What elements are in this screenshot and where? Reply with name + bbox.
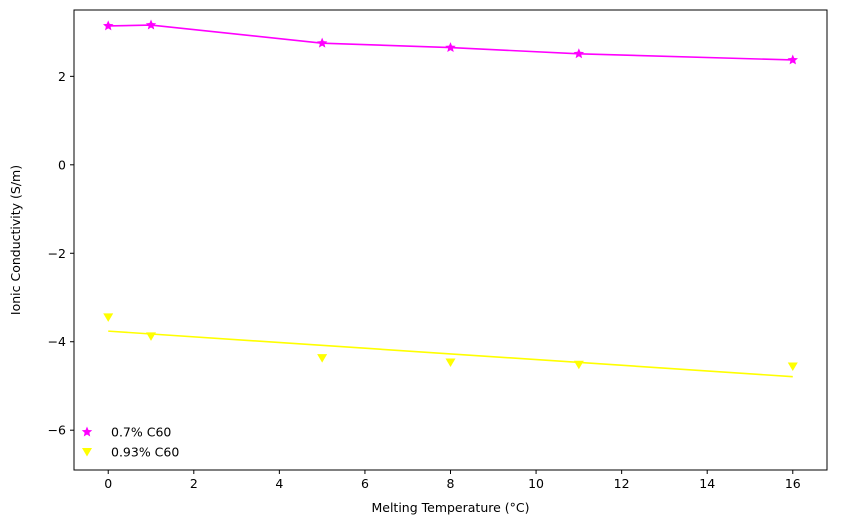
x-tick-label: 14	[699, 476, 715, 491]
x-tick-label: 16	[785, 476, 801, 491]
data-point-series-1-4	[573, 48, 585, 59]
data-point-series-1-1	[145, 19, 157, 30]
legend-label-2: 0.93% C60	[111, 445, 179, 460]
data-point-series-1-5	[787, 54, 798, 65]
data-point-series-2-3	[445, 358, 456, 368]
x-tick-label: 4	[275, 476, 283, 491]
data-point-series-1-2	[316, 37, 328, 48]
x-tick-label: 2	[190, 476, 198, 491]
series-line-1	[108, 24, 793, 61]
legend-marker-1	[81, 426, 93, 437]
y-tick-label: −4	[48, 334, 66, 349]
x-tick-label: 12	[614, 476, 630, 491]
x-tick-label: 0	[104, 476, 112, 491]
y-tick-label: −6	[48, 423, 66, 438]
data-point-series-2-1	[146, 332, 157, 341]
y-tick-label: −2	[48, 246, 66, 261]
y-tick-label: 0	[58, 157, 66, 172]
legend: 0.7% C60 0.93% C60	[81, 425, 179, 460]
data-point-series-1-0	[103, 20, 114, 31]
data-point-series-2-0	[103, 313, 114, 322]
legend-marker-2	[82, 448, 92, 457]
series-line-2	[108, 330, 793, 378]
data-point-series-2-4	[573, 360, 584, 370]
plot-frame	[73, 9, 828, 471]
y-axis-title: Ionic Conductivity (S/m)	[8, 165, 23, 315]
x-tick-label: 8	[447, 476, 455, 491]
data-point-series-2-5	[787, 362, 798, 371]
data-point-series-1-3	[445, 42, 456, 53]
legend-label-1: 0.7% C60	[111, 425, 171, 440]
x-axis-title: Melting Temperature (°C)	[371, 500, 529, 515]
x-tick-label: 6	[361, 476, 369, 491]
y-tick-label: 2	[58, 69, 66, 84]
data-point-series-2-2	[317, 354, 328, 363]
x-tick-label: 10	[528, 476, 544, 491]
